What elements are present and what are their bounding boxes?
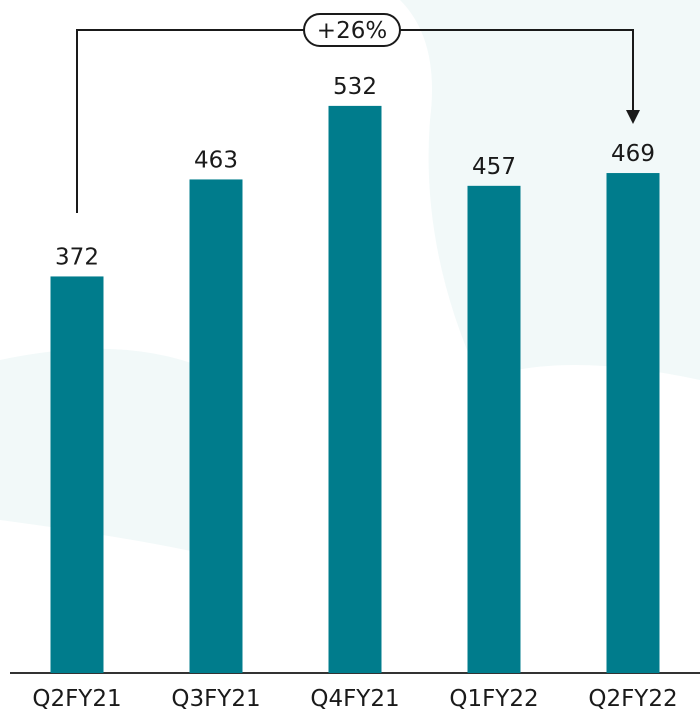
annotation-pill xyxy=(303,13,401,47)
value-label: 463 xyxy=(194,147,238,173)
x-tick-label: Q2FY22 xyxy=(588,686,677,712)
bar xyxy=(606,173,660,673)
annotation: +26% xyxy=(317,18,387,44)
x-tick-label: Q4FY21 xyxy=(310,686,399,712)
value-label: 532 xyxy=(333,74,377,100)
arrow-head xyxy=(626,110,640,124)
x-tick-label: Q1FY22 xyxy=(449,686,538,712)
bar xyxy=(328,105,382,673)
value-label: 457 xyxy=(472,154,516,180)
value-label: 372 xyxy=(55,244,99,270)
x-tick-label: Q2FY21 xyxy=(32,686,121,712)
x-tick-label: Q3FY21 xyxy=(171,686,260,712)
bar xyxy=(467,185,521,673)
bar xyxy=(189,179,243,673)
bar xyxy=(50,276,104,673)
value-label: 469 xyxy=(611,141,655,167)
